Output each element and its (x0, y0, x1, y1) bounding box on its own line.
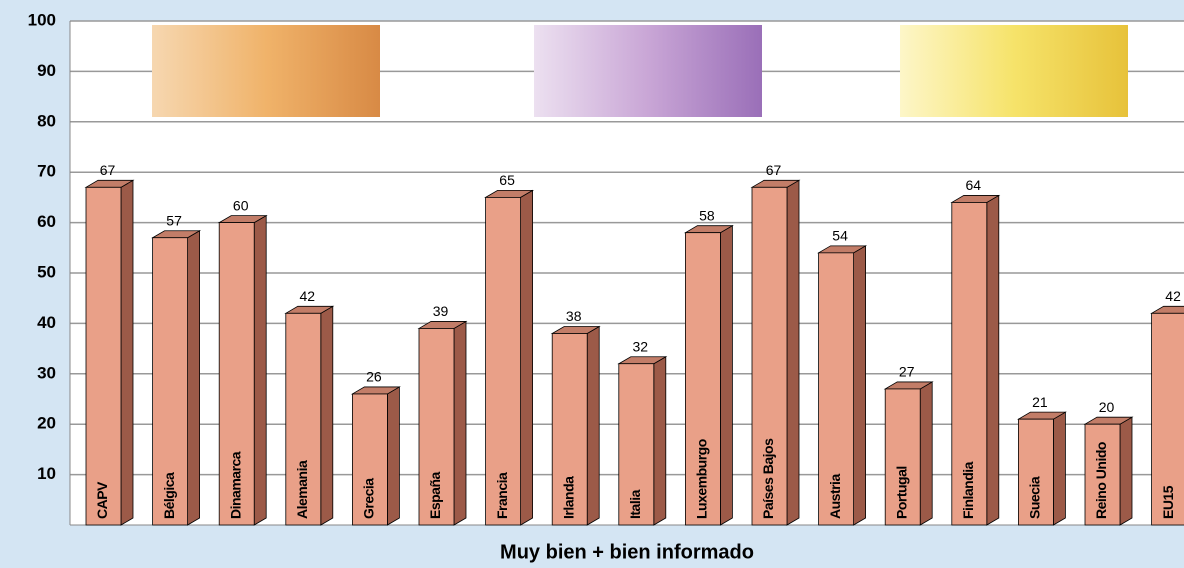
x-tick-label: Finlandia (960, 461, 976, 519)
x-tick-label: Reino Unido (1093, 442, 1109, 519)
x-tick-label: Austria (827, 474, 843, 519)
value-label: 42 (300, 288, 316, 304)
value-label: 54 (832, 228, 848, 244)
y-tick-label: 90 (37, 61, 56, 80)
value-label: 39 (433, 303, 449, 319)
banknote (900, 25, 1128, 117)
x-tick-label: Dinamarca (227, 451, 243, 519)
y-tick-label: 30 (37, 363, 56, 382)
bar-side (521, 190, 533, 525)
value-label: 42 (1165, 288, 1181, 304)
bar (86, 187, 121, 525)
bar-side (587, 326, 599, 525)
x-tick-label: CAPV (94, 481, 110, 519)
value-label: 32 (633, 338, 649, 354)
value-label: 58 (699, 207, 715, 223)
value-label: 67 (766, 162, 782, 178)
x-tick-label: Francia (494, 472, 510, 519)
value-label: 67 (100, 162, 116, 178)
y-tick-label: 10 (37, 464, 56, 483)
bar-side (654, 357, 666, 525)
banknote (534, 25, 762, 117)
x-tick-label: Alemania (294, 460, 310, 519)
value-label: 65 (499, 172, 515, 188)
y-tick-label: 40 (37, 313, 56, 332)
y-tick-label: 100 (28, 10, 56, 29)
y-tick-label: 60 (37, 212, 56, 231)
bar-side (254, 216, 266, 525)
x-tick-label: Países Bajos (760, 438, 776, 519)
y-tick-label: 70 (37, 162, 56, 181)
x-tick-label: Italia (627, 489, 643, 519)
value-label: 64 (966, 177, 982, 193)
x-axis-title: Muy bien + bien informado (500, 541, 754, 563)
value-label: 26 (366, 369, 382, 385)
bar-side (454, 321, 466, 525)
bar-side (920, 382, 932, 525)
bar-side (854, 246, 866, 525)
bar-side (787, 180, 799, 525)
x-tick-label: Portugal (893, 466, 909, 519)
bar-side (1120, 417, 1132, 525)
bar-side (188, 231, 200, 525)
bar-side (387, 387, 399, 525)
value-label: 38 (566, 308, 582, 324)
value-label: 60 (233, 197, 249, 213)
bar-side (720, 226, 732, 525)
value-label: 21 (1032, 394, 1048, 410)
x-tick-label: España (427, 471, 443, 519)
x-tick-label: Bélgica (161, 472, 177, 519)
bar-side (321, 306, 333, 525)
x-tick-label: Luxemburgo (694, 439, 710, 519)
bar-side (987, 195, 999, 525)
y-tick-label: 20 (37, 414, 56, 433)
y-tick-label: 80 (37, 111, 56, 130)
x-tick-label: Irlanda (560, 476, 576, 519)
bar-side (121, 180, 133, 525)
chart: Muy bien + bien informado 10 20 30 40 50 60 70… (0, 0, 1184, 568)
x-tick-label: EU15 (1160, 485, 1176, 519)
banknote (152, 25, 380, 117)
value-label: 27 (899, 364, 915, 380)
value-label: 20 (1099, 399, 1115, 415)
x-tick-label: Grecia (361, 478, 377, 519)
y-tick-label: 50 (37, 262, 56, 281)
x-tick-label: Suecia (1027, 476, 1043, 519)
value-label: 57 (166, 212, 182, 228)
bar-side (1053, 412, 1065, 525)
